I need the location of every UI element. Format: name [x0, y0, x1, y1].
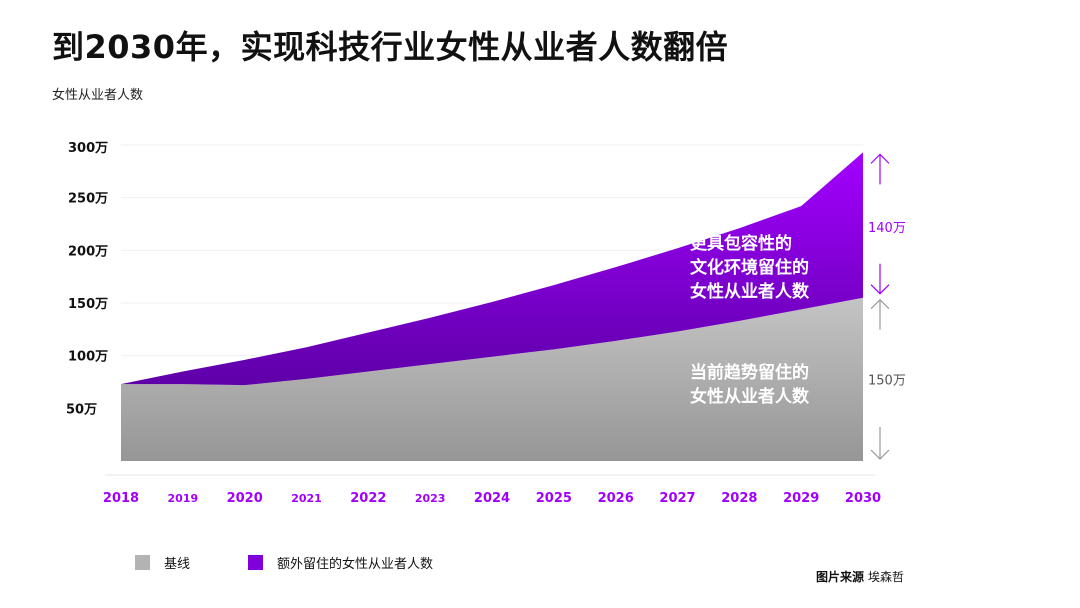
extra-area-label: 女性从业者人数: [690, 281, 810, 302]
x-tick-label: 2021: [291, 492, 322, 505]
y-tick-label: 250万: [68, 192, 108, 207]
baseline-value-annotation: 150万: [868, 373, 906, 388]
page-title: 到2030年，实现科技行业女性从业者人数翻倍: [52, 28, 729, 66]
x-tick-label: 2025: [536, 491, 572, 506]
baseline-area-label: 女性从业者人数: [690, 386, 810, 407]
x-tick-label: 2018: [103, 491, 139, 506]
legend-item-extra: 额外留住的女性从业者人数: [248, 553, 433, 572]
extra-area-label: 文化环境留住的: [690, 257, 809, 278]
baseline-up-arrow-head: [870, 298, 890, 310]
legend-label-extra: 额外留住的女性从业者人数: [277, 557, 434, 572]
extra-value-annotation: 140万: [868, 221, 906, 236]
x-tick-label: 2023: [415, 492, 446, 505]
y-tick-label: 300万: [68, 141, 108, 156]
x-tick-label: 2029: [783, 491, 819, 506]
y-tick-label: 100万: [68, 350, 108, 365]
baseline-down-arrow-head: [870, 449, 890, 460]
x-tick-label: 2027: [659, 491, 695, 506]
x-tick-label: 2022: [350, 491, 386, 506]
x-tick-label: 2030: [845, 491, 881, 506]
extra-retained-area: [121, 152, 863, 386]
extra-up-arrow-head: [870, 153, 890, 164]
source-name: 埃森哲: [867, 570, 904, 584]
x-tick-label: 2028: [721, 491, 757, 506]
legend-swatch-baseline: [135, 555, 150, 570]
y-axis-title: 女性从业者人数: [52, 88, 144, 103]
baseline-area: [121, 297, 863, 461]
x-tick-labels: 2018 2019 2020 2021 2022 2023 2024 2025 2026 2027…: [103, 491, 881, 506]
extra-area-label: 更具包容性的: [690, 233, 792, 254]
annotations: 140万 150万: [868, 153, 906, 460]
legend-label-baseline: 基线: [164, 557, 191, 572]
x-tick-label: 2026: [598, 491, 634, 506]
source-credit: 图片来源 埃森哲: [816, 568, 904, 585]
areas: [121, 152, 863, 461]
y-tick-label: 50万: [66, 402, 97, 417]
y-tick-label: 150万: [68, 297, 108, 312]
y-tick-label: 200万: [68, 244, 108, 259]
y-tick-labels: 50万 100万 150万 200万 250万 300万: [66, 141, 108, 417]
x-tick-label: 2019: [168, 492, 199, 505]
baseline-area-label: 当前趋势留住的: [690, 362, 809, 383]
legend-swatch-extra: [248, 555, 263, 570]
x-tick-label: 2020: [227, 491, 263, 506]
legend-item-baseline: 基线: [135, 553, 190, 572]
extra-down-arrow-head: [870, 284, 890, 295]
x-tick-label: 2024: [474, 491, 510, 506]
source-label: 图片来源: [815, 570, 864, 584]
